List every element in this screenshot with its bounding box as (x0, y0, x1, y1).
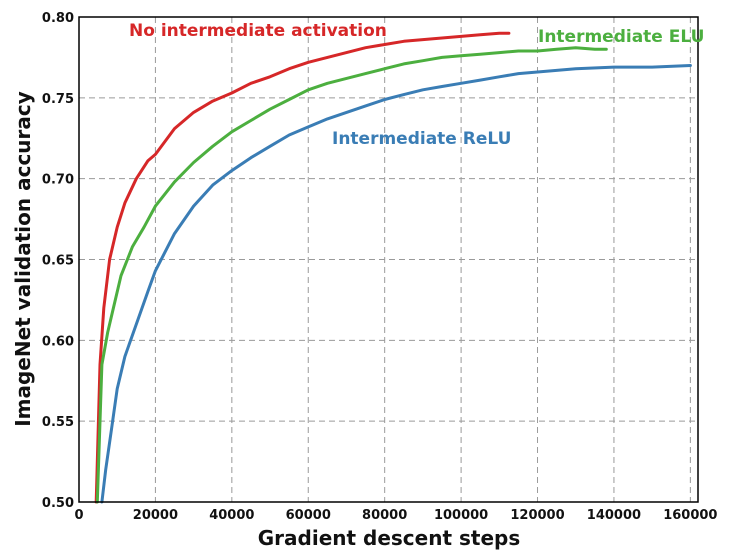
x-axis-title: Gradient descent steps (258, 526, 521, 550)
y-tick-label: 0.60 (42, 334, 74, 349)
x-tick-label: 0 (74, 508, 83, 523)
x-tick-label: 120000 (510, 508, 564, 523)
series-label-intermediate-elu: Intermediate ELU (538, 27, 704, 47)
series-line-intermediate-elu (95, 46, 608, 504)
y-tick-labels: 0.50 0.55 0.60 0.65 0.70 0.75 0.80 (42, 11, 74, 511)
series-line-no-intermediate-activation (94, 31, 511, 504)
series-label-no-intermediate-activation: No intermediate activation (129, 21, 387, 41)
x-tick-label: 160000 (663, 508, 717, 523)
x-tick-label: 100000 (434, 508, 488, 523)
x-tick-label: 60000 (286, 508, 331, 523)
series-label-intermediate-relu: Intermediate ReLU (332, 129, 511, 149)
y-tick-label: 0.80 (42, 11, 74, 26)
series-lines (94, 31, 692, 504)
x-tick-label: 40000 (209, 508, 254, 523)
x-tick-label: 80000 (362, 508, 407, 523)
y-tick-label: 0.75 (42, 92, 74, 107)
y-tick-label: 0.50 (42, 496, 74, 511)
y-tick-label: 0.70 (42, 173, 74, 188)
x-tick-label: 20000 (133, 508, 178, 523)
gridlines (79, 17, 698, 502)
y-tick-label: 0.65 (42, 254, 74, 269)
y-tick-label: 0.55 (42, 415, 74, 430)
series-line-intermediate-relu (100, 64, 692, 504)
series-labels: No intermediate activation Intermediate E… (129, 21, 704, 149)
x-tick-labels: 0 20000 40000 60000 80000 100000 120000 140000 1… (74, 508, 717, 523)
x-tick-label: 140000 (587, 508, 641, 523)
plot-frame (78, 16, 699, 503)
y-axis-title: ImageNet validation accuracy (11, 91, 35, 427)
